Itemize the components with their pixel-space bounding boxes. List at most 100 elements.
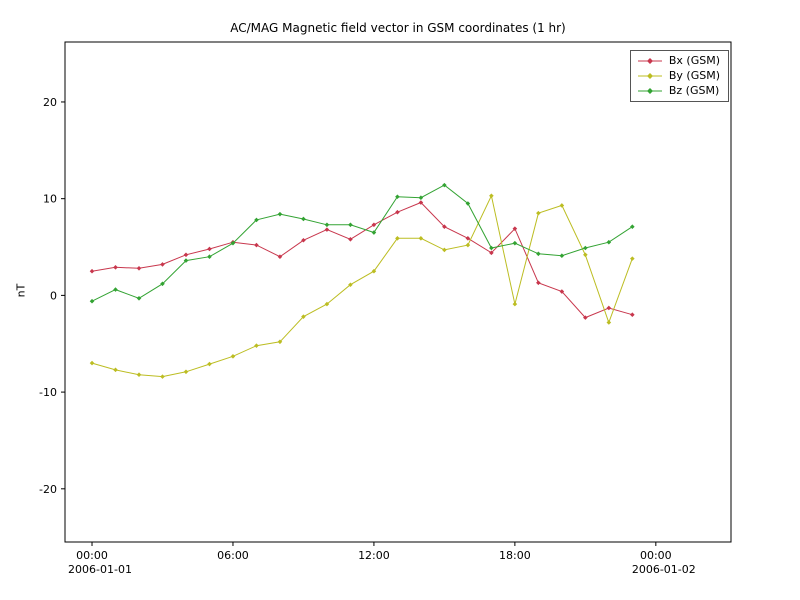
x-tick-label: 18:00	[499, 549, 531, 562]
data-point-marker	[230, 354, 236, 359]
data-point-marker	[536, 210, 541, 216]
data-point-marker	[442, 247, 447, 253]
data-point-marker	[418, 236, 424, 241]
data-point-marker	[465, 242, 471, 248]
data-point-marker	[559, 203, 565, 208]
data-point-marker	[371, 230, 377, 235]
data-point-marker	[583, 315, 588, 320]
legend-item-bx: Bx (GSM)	[637, 55, 720, 67]
x-tick-label: 00:00	[640, 549, 672, 562]
data-point-marker	[536, 251, 541, 257]
data-point-marker	[301, 314, 306, 319]
chart-title: AC/MAG Magnetic field vector in GSM coor…	[230, 21, 566, 35]
data-point-marker	[254, 242, 259, 248]
data-point-marker	[277, 339, 283, 345]
data-point-marker	[348, 236, 353, 242]
data-point-marker	[630, 312, 635, 318]
data-point-marker	[136, 295, 142, 301]
data-point-marker	[465, 236, 471, 241]
data-point-marker	[418, 195, 424, 201]
data-point-marker	[230, 240, 236, 246]
data-point-marker	[465, 201, 471, 206]
y-tick-label: 20	[43, 96, 57, 109]
data-point-marker	[418, 200, 424, 205]
data-point-marker	[395, 194, 400, 200]
data-point-marker	[559, 253, 565, 259]
legend-line-sample	[637, 58, 662, 64]
x-date-label: 2006-01-02	[632, 563, 696, 576]
data-point-marker	[113, 265, 118, 270]
data-point-marker	[207, 254, 212, 260]
data-point-marker	[89, 360, 95, 366]
data-point-marker	[583, 245, 588, 251]
data-point-marker	[324, 222, 330, 228]
data-point-marker	[489, 245, 494, 251]
legend-marker	[646, 73, 653, 79]
y-tick-label: -10	[39, 386, 57, 399]
data-point-marker	[442, 182, 447, 188]
y-tick-label: -20	[39, 483, 57, 496]
legend-marker	[646, 58, 653, 64]
data-point-marker	[160, 262, 165, 267]
data-point-marker	[489, 193, 494, 199]
data-point-marker	[512, 301, 518, 307]
data-point-marker	[89, 298, 95, 304]
data-point-marker	[630, 256, 635, 261]
data-point-marker	[371, 268, 377, 274]
plot-frame	[64, 41, 732, 543]
data-point-marker	[630, 224, 635, 230]
data-point-marker	[324, 301, 330, 307]
data-point-marker	[606, 305, 612, 311]
data-point-marker	[442, 224, 447, 230]
x-tick-label: 00:00	[76, 549, 108, 562]
series-line-bx	[91, 201, 633, 319]
legend: Bx (GSM) By (GSM) Bz (GSM)	[629, 50, 729, 102]
data-point-marker	[277, 211, 283, 217]
data-point-marker	[301, 237, 306, 243]
data-point-marker	[606, 320, 612, 325]
data-point-marker	[207, 246, 212, 252]
y-tick-label: 10	[43, 193, 57, 206]
data-point-marker	[136, 266, 142, 271]
legend-line-sample	[637, 88, 662, 94]
data-point-marker	[395, 236, 400, 241]
data-point-marker	[183, 252, 189, 258]
legend-label: Bx (GSM)	[668, 54, 720, 67]
data-point-marker	[371, 222, 377, 228]
data-point-marker	[136, 372, 142, 377]
data-point-marker	[559, 289, 565, 294]
data-point-marker	[536, 280, 541, 286]
legend-item-bz: Bz (GSM)	[637, 85, 720, 97]
data-point-marker	[277, 254, 283, 260]
legend-item-by: By (GSM)	[637, 70, 720, 82]
data-point-marker	[489, 250, 494, 256]
legend-line-sample	[637, 73, 662, 79]
legend-label: Bz (GSM)	[668, 84, 720, 97]
data-point-marker	[512, 226, 518, 231]
data-point-marker	[183, 369, 189, 375]
data-point-marker	[254, 343, 259, 348]
legend-label: By (GSM)	[668, 69, 720, 82]
data-point-marker	[113, 287, 118, 292]
x-date-label: 2006-01-01	[68, 563, 132, 576]
data-point-marker	[512, 240, 518, 246]
data-point-marker	[113, 367, 118, 373]
data-point-marker	[183, 258, 189, 263]
data-point-marker	[395, 209, 400, 215]
data-point-marker	[160, 281, 165, 287]
y-tick-label: 0	[50, 289, 57, 302]
series-line-by	[91, 194, 633, 378]
x-tick-label: 12:00	[358, 549, 390, 562]
data-point-marker	[254, 217, 259, 223]
data-point-marker	[348, 282, 353, 288]
data-point-marker	[89, 268, 95, 274]
x-tick-label: 06:00	[217, 549, 249, 562]
data-point-marker	[324, 227, 330, 232]
data-point-marker	[301, 216, 306, 222]
legend-marker	[646, 88, 653, 94]
data-point-marker	[160, 374, 165, 379]
data-point-marker	[348, 222, 353, 228]
data-point-marker	[583, 252, 588, 258]
